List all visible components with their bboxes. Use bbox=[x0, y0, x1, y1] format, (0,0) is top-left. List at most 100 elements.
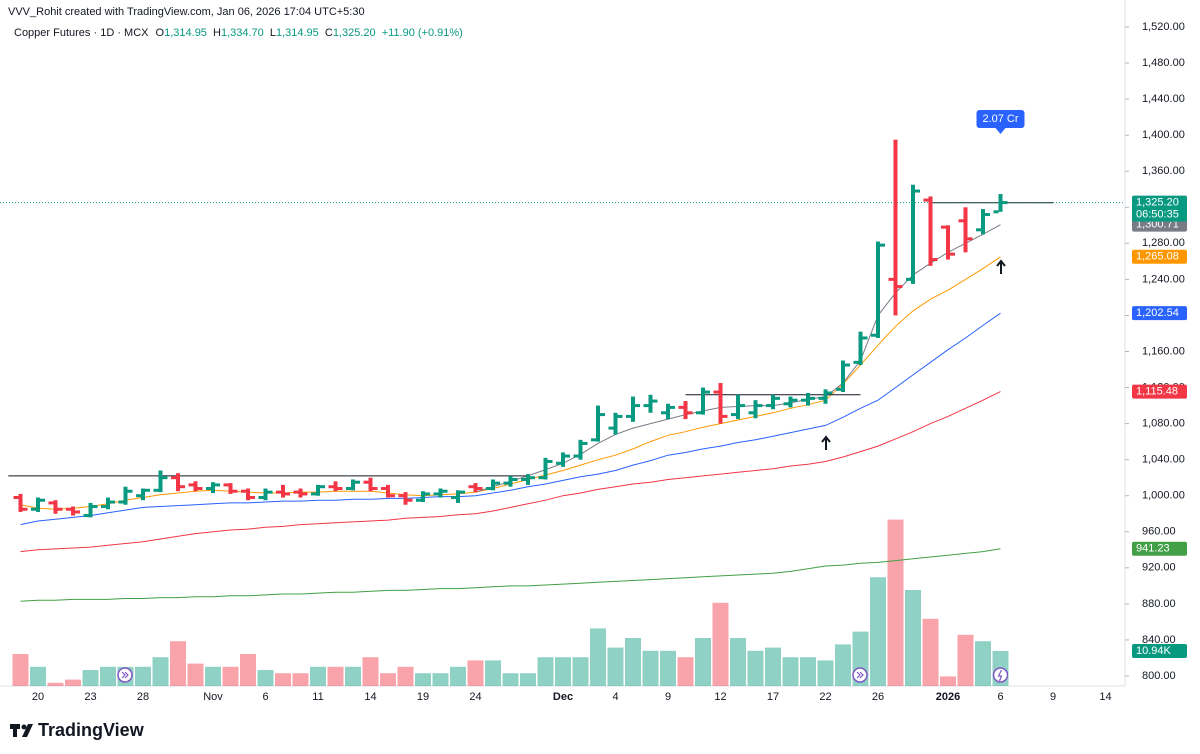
ohlc-bar bbox=[818, 389, 833, 404]
bar-open bbox=[608, 426, 614, 430]
x-tick-label: 14 bbox=[364, 691, 376, 703]
ohlc-bar bbox=[171, 473, 185, 492]
volume-bar bbox=[695, 638, 711, 686]
bar-range bbox=[386, 484, 390, 498]
ohlc-bar bbox=[521, 474, 535, 485]
x-tick-label: 23 bbox=[84, 691, 96, 703]
bar-close bbox=[670, 405, 675, 409]
x-tick-label: 2026 bbox=[936, 691, 960, 703]
bar-open bbox=[346, 487, 351, 491]
bar-close bbox=[372, 487, 378, 491]
bar-open bbox=[906, 277, 911, 281]
ohlc-bar bbox=[906, 184, 920, 284]
ohlc-bar bbox=[678, 401, 693, 420]
bar-open bbox=[626, 414, 631, 418]
y-tick-label: 1,160.00 bbox=[1142, 345, 1185, 357]
bar-close bbox=[267, 490, 273, 494]
bar-open bbox=[48, 501, 54, 505]
volume-bar bbox=[905, 590, 921, 686]
bar-range bbox=[123, 486, 128, 505]
volume-bar bbox=[135, 666, 151, 686]
bar-close bbox=[547, 459, 553, 463]
ma-label: 1,265.08 bbox=[1136, 251, 1179, 263]
bar-open bbox=[118, 500, 124, 504]
volume-bar bbox=[275, 673, 291, 686]
volume-bar bbox=[432, 673, 449, 686]
ohlc-bar bbox=[311, 484, 325, 496]
bar-range bbox=[928, 196, 933, 266]
ohlc-bar bbox=[853, 331, 868, 366]
bar-range bbox=[298, 488, 303, 498]
x-tick-label: 9 bbox=[1050, 691, 1056, 703]
bar-open bbox=[731, 413, 736, 417]
bar-close bbox=[512, 477, 518, 481]
bar-open bbox=[783, 402, 789, 406]
volume-bar bbox=[397, 666, 414, 686]
volume-bar bbox=[292, 673, 309, 686]
ohlc-bar bbox=[661, 403, 675, 420]
credit: VVV_Rohit created with TradingView.com, … bbox=[8, 6, 365, 18]
bar-close bbox=[180, 485, 185, 489]
bar-range bbox=[473, 483, 478, 493]
volume-bar bbox=[327, 666, 344, 686]
volume-bar bbox=[782, 657, 799, 686]
bar-close bbox=[442, 489, 448, 493]
ohlc-bar bbox=[48, 500, 63, 514]
bar-open bbox=[13, 496, 19, 500]
bar-open bbox=[206, 487, 211, 491]
ohlc-bar bbox=[433, 488, 448, 498]
ohlc-bar bbox=[976, 209, 990, 235]
bar-close bbox=[687, 411, 693, 415]
volume-label: 10.94K bbox=[1136, 645, 1172, 657]
ohlc-bar bbox=[66, 506, 80, 516]
ohlc-bar bbox=[293, 488, 308, 498]
ohlc-bar bbox=[206, 482, 220, 494]
volume-bar bbox=[362, 657, 379, 686]
bar-range bbox=[561, 452, 565, 467]
bar-range bbox=[456, 490, 460, 503]
bar-close bbox=[530, 476, 535, 480]
bar-range bbox=[578, 439, 583, 460]
ohlc-bar bbox=[503, 475, 518, 487]
legend-change: +11.90 (+0.91%) bbox=[382, 27, 463, 39]
bar-range bbox=[88, 502, 93, 518]
volume-bar bbox=[415, 673, 431, 686]
ohlc-bar bbox=[101, 497, 115, 510]
bar-close bbox=[617, 414, 623, 418]
volume-bar bbox=[922, 618, 939, 686]
bar-open bbox=[678, 405, 684, 409]
bar-close bbox=[740, 404, 745, 408]
bar-open bbox=[258, 496, 264, 500]
brand-logo bbox=[10, 724, 33, 737]
bar-open bbox=[136, 494, 141, 498]
bar-open bbox=[486, 487, 491, 491]
bar-open bbox=[433, 492, 439, 496]
volume-bar bbox=[467, 660, 484, 686]
ohlc-bar bbox=[626, 396, 640, 422]
y-tick-label: 1,480.00 bbox=[1142, 57, 1185, 69]
bar-close bbox=[792, 398, 798, 402]
bar-open bbox=[958, 219, 964, 223]
bar-close bbox=[950, 252, 955, 256]
legend-value: 1,314.95 bbox=[164, 27, 207, 39]
bar-range bbox=[193, 481, 198, 492]
bar-close bbox=[337, 487, 343, 491]
ohlc-bar bbox=[591, 405, 605, 442]
bar-open bbox=[276, 490, 281, 494]
volume-bar bbox=[65, 679, 81, 686]
bar-close bbox=[757, 404, 763, 408]
volume-bar bbox=[607, 647, 624, 686]
ohlc-bar bbox=[941, 225, 955, 260]
legend: Copper Futures · 1D · MCX O1,314.95 H1,3… bbox=[14, 27, 463, 39]
bar-range bbox=[823, 389, 828, 404]
ohlc-bar bbox=[416, 491, 430, 503]
bar-range bbox=[736, 394, 740, 420]
legend-key: O bbox=[156, 27, 165, 39]
volume-bar bbox=[800, 657, 816, 686]
volume-bar bbox=[310, 666, 326, 686]
bar-range bbox=[281, 484, 285, 498]
volume-bar bbox=[257, 670, 274, 686]
legend-value: 1,334.70 bbox=[221, 27, 264, 39]
bar-close bbox=[390, 494, 395, 498]
volume-bar bbox=[835, 644, 851, 686]
